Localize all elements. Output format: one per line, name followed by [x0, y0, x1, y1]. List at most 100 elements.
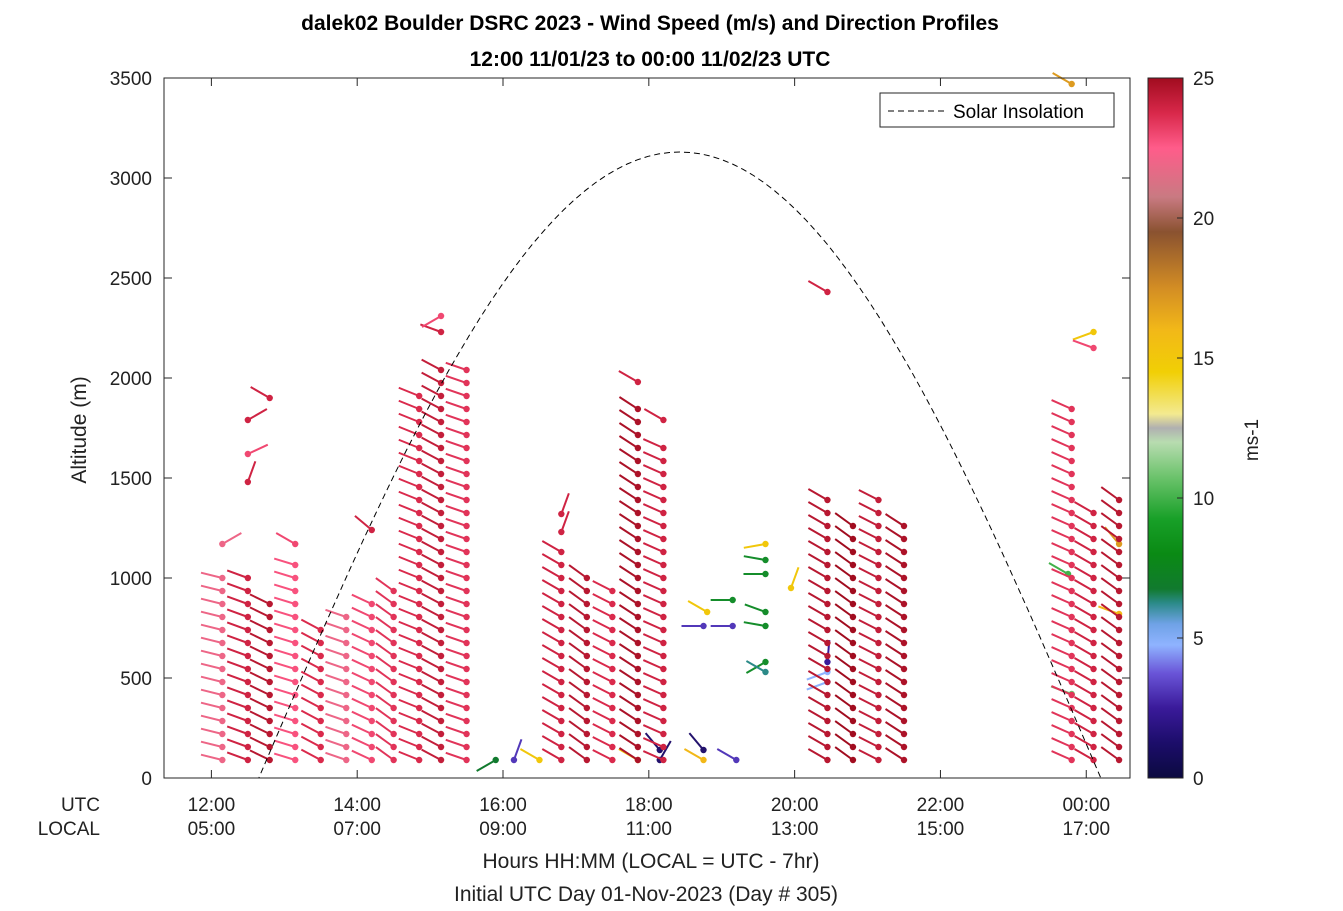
wind-barb-shaft: [642, 464, 664, 475]
wind-barb-shaft: [743, 543, 766, 549]
wind-barb-shaft: [445, 634, 467, 644]
wind-barb-shaft: [642, 750, 664, 761]
wind-barb-shaft: [421, 462, 442, 475]
wind-barb-point: [824, 658, 831, 666]
wind-barb-point: [266, 691, 273, 699]
wind-barb-point: [317, 704, 324, 712]
wind-barb-shaft: [745, 660, 766, 673]
wind-barb-shaft: [421, 358, 442, 371]
wind-barb-point: [1090, 678, 1097, 686]
wind-barb-point: [583, 626, 591, 634]
wind-barb-shaft: [1100, 733, 1120, 748]
wind-barb-shaft: [351, 593, 373, 605]
wind-barb-shaft: [445, 517, 467, 527]
wind-barb-point: [437, 496, 445, 504]
wind-barb-shaft: [249, 645, 271, 657]
wind-barb-shaft: [421, 735, 442, 748]
wind-barb-point: [1090, 344, 1097, 352]
wind-barb-shaft: [226, 595, 249, 605]
wind-barb-point: [849, 574, 857, 582]
wind-barb-shaft: [642, 451, 664, 462]
wind-barb-point: [609, 730, 616, 738]
wind-barb-point: [660, 522, 667, 530]
y-tick-label: 3500: [110, 69, 152, 90]
wind-barb-point: [583, 730, 591, 738]
wind-barb-point: [660, 470, 667, 478]
wind-barb-point: [900, 691, 908, 699]
wind-barb-point: [390, 639, 397, 647]
wind-barb-point: [437, 405, 445, 413]
wind-barb-point: [415, 444, 423, 452]
wind-barb-point: [415, 418, 423, 426]
wind-barb-point: [1090, 639, 1097, 647]
wind-barb-shaft: [226, 699, 249, 709]
wind-barb-shaft: [421, 748, 442, 761]
wind-barb-shaft: [1100, 538, 1120, 553]
wind-barb-shaft: [618, 578, 639, 592]
wind-barb-point: [583, 652, 591, 660]
y-tick-label: 500: [120, 669, 152, 690]
wind-barb-point: [824, 717, 831, 725]
wind-barb-shaft: [445, 751, 467, 761]
wind-barb-shaft: [445, 725, 467, 735]
wind-barb-point: [463, 431, 470, 439]
wind-barb-point: [660, 691, 667, 699]
wind-barb-shaft: [858, 710, 879, 722]
wind-barb-point: [1068, 600, 1075, 608]
wind-barb-shaft: [568, 720, 588, 735]
wind-barb-point: [1090, 561, 1097, 569]
wind-barb-shaft: [226, 647, 249, 657]
wind-barb-point: [266, 613, 273, 621]
wind-barb-shaft: [858, 554, 879, 566]
wind-barb-point: [292, 626, 299, 634]
wind-barb-shaft: [273, 648, 296, 657]
wind-barb-point: [266, 665, 273, 673]
wind-barb-point: [583, 639, 591, 647]
wind-barb-shaft: [273, 687, 296, 696]
wind-barb-point: [1068, 496, 1075, 504]
wind-barb-shaft: [445, 491, 467, 501]
wind-barb-shaft: [375, 720, 395, 735]
wind-barb-shaft: [445, 569, 467, 579]
wind-barb-point: [824, 561, 831, 569]
wind-barb-point: [558, 613, 565, 621]
wind-barb-shaft: [568, 746, 588, 761]
wind-barb-point: [437, 418, 445, 426]
wind-barb-shaft: [858, 606, 879, 618]
wind-barb-shaft: [541, 696, 562, 709]
wind-barb-point: [824, 548, 831, 556]
wind-barb-point: [849, 704, 857, 712]
wind-barb-shaft: [592, 593, 613, 605]
wind-barb-point: [824, 743, 831, 751]
wind-barb-point: [390, 691, 397, 699]
wind-barb-point: [415, 743, 423, 751]
wind-barb-point: [219, 652, 226, 660]
wind-barb-point: [437, 587, 445, 595]
wind-barb-shaft: [618, 474, 639, 488]
wind-barb-point: [1068, 691, 1075, 699]
wind-barb-point: [219, 639, 226, 647]
wind-barb-shaft: [249, 671, 271, 683]
wind-barb-shaft: [541, 592, 562, 605]
wind-barb-point: [900, 665, 908, 673]
wind-barb-point: [1115, 548, 1123, 556]
wind-barb-shaft: [325, 647, 347, 657]
wind-barb-point: [1068, 639, 1075, 647]
wind-barb-point: [1115, 678, 1123, 686]
wind-barb-shaft: [421, 436, 442, 449]
wind-barb-shaft: [421, 618, 442, 631]
wind-barb-shaft: [592, 671, 613, 683]
wind-barb-shaft: [351, 606, 373, 618]
wind-barb-shaft: [642, 633, 664, 644]
wind-barb-shaft: [226, 660, 249, 670]
wind-barb-point: [1115, 522, 1123, 530]
wind-barb-shaft: [592, 697, 613, 709]
wind-barb-point: [244, 665, 252, 673]
wind-barb-shaft: [568, 707, 588, 722]
wind-barb-point: [824, 587, 831, 595]
wind-barb-point: [609, 743, 616, 751]
x-tick-label-local: 15:00: [917, 819, 965, 840]
wind-barb-shaft: [834, 577, 854, 592]
wind-barb-shaft: [1051, 698, 1073, 709]
wind-barb-point: [415, 691, 423, 699]
